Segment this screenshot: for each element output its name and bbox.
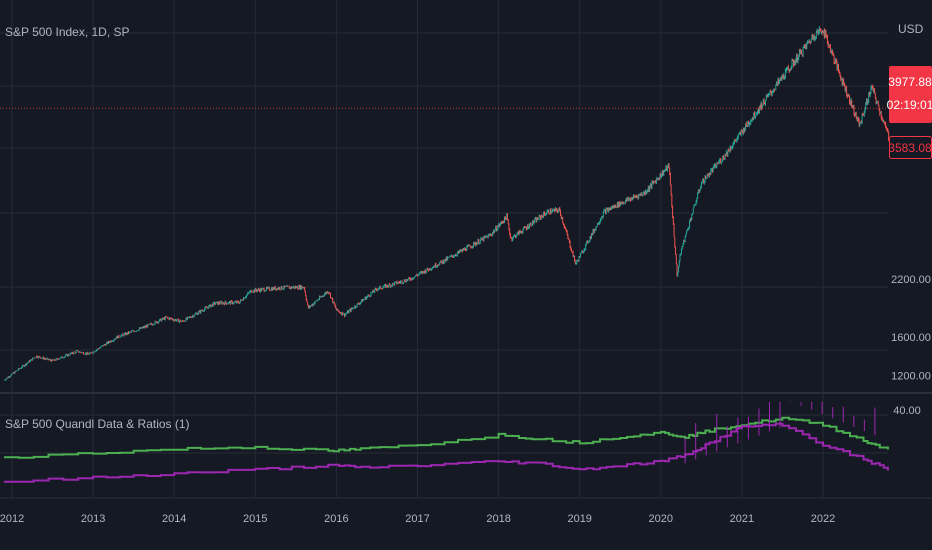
x-tick-label: 2013	[81, 513, 105, 525]
indicator-line-purple	[3, 422, 889, 483]
low-tag-value: 3583.08	[888, 141, 932, 155]
countdown-tag: 02:19:01	[887, 98, 932, 112]
price-tag	[889, 66, 932, 123]
currency-label: USD	[898, 22, 924, 36]
indicator-y-tick-label: 40.00	[893, 405, 921, 417]
x-tick-label: 2015	[243, 513, 267, 525]
x-tick-label: 2017	[405, 513, 429, 525]
y-tick-label: 1200.00	[891, 370, 931, 382]
x-tick-label: 2021	[730, 513, 754, 525]
main-pane-title[interactable]: S&P 500 Index, 1D, SP	[5, 25, 130, 39]
main-y-axis: 2200.00 1600.00 1200.00	[891, 274, 931, 382]
x-tick-label: 2016	[324, 513, 348, 525]
indicator-line-green	[3, 416, 889, 459]
y-tick-label: 1600.00	[891, 332, 931, 344]
x-tick-label: 2020	[649, 513, 673, 525]
x-tick-label: 2022	[811, 513, 835, 525]
grid-lines	[0, 0, 888, 498]
indicator-y-axis: 40.00	[893, 405, 921, 417]
y-tick-label: 2200.00	[891, 274, 931, 286]
x-tick-label: 2019	[567, 513, 591, 525]
indicator-series[interactable]	[3, 401, 889, 483]
x-axis: 2012 2013 2014 2015 2016 2017 2018 2019 2020 2021…	[0, 513, 835, 525]
main-price-series[interactable]	[3, 26, 893, 381]
x-tick-label: 2012	[0, 513, 24, 525]
x-tick-label: 2018	[486, 513, 510, 525]
indicator-pane-title[interactable]: S&P 500 Quandl Data & Ratios (1)	[5, 417, 190, 431]
price-tag-value: 3977.88	[888, 75, 932, 89]
x-tick-label: 2014	[162, 513, 186, 525]
